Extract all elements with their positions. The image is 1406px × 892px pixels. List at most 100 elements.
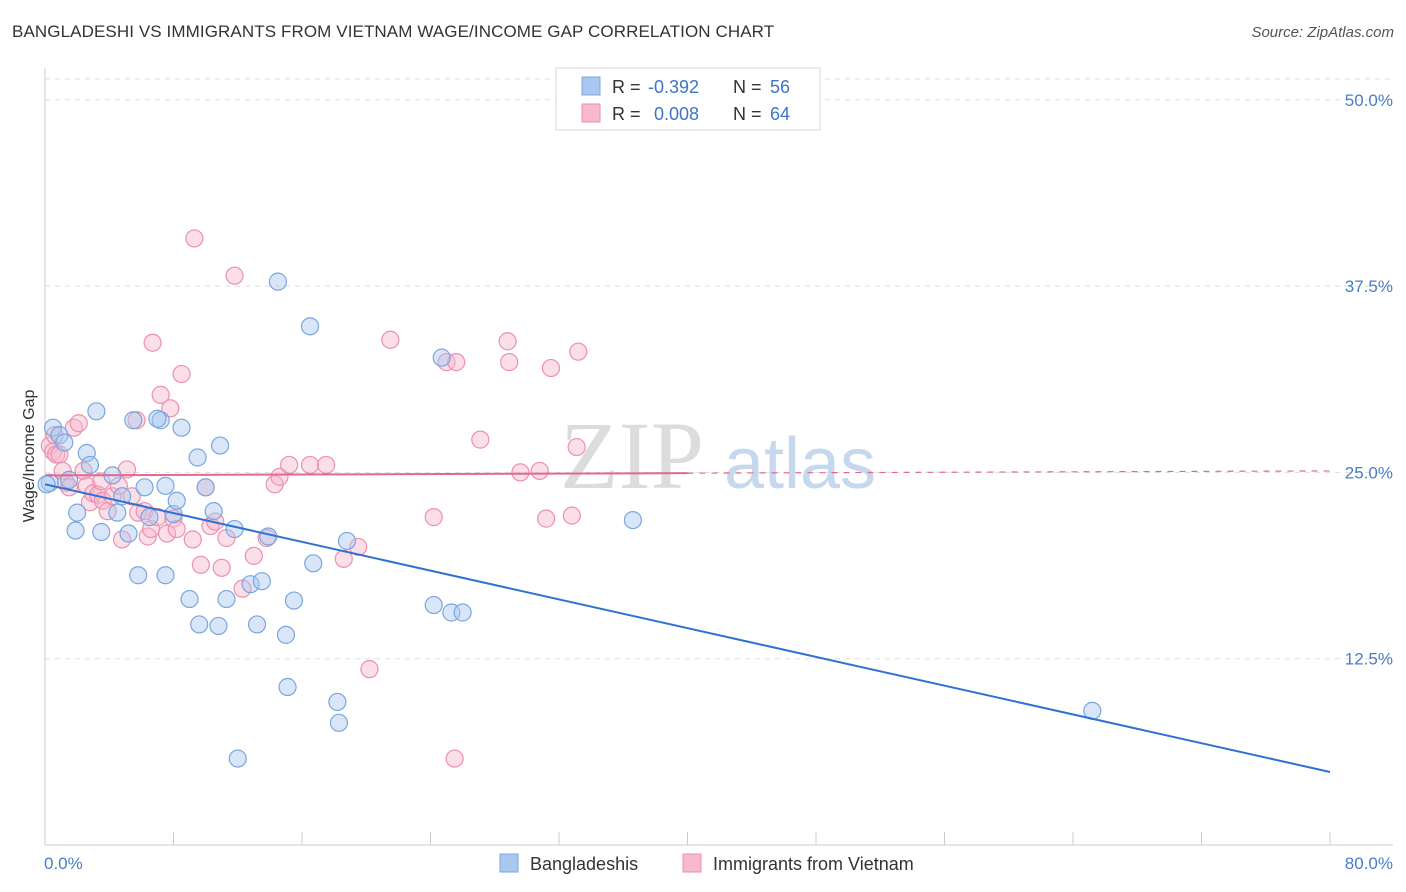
- bangladeshis-point: [129, 566, 148, 585]
- legend-swatch-blue: [581, 76, 601, 96]
- bangladeshis-point: [108, 503, 127, 522]
- vietnam-point: [151, 385, 170, 405]
- vietnam-point: [185, 229, 204, 248]
- series-legend: Bangladeshis Immigrants from Vietnam: [499, 853, 914, 874]
- bangladeshis-point: [167, 491, 186, 510]
- bangladeshis-point: [432, 348, 451, 367]
- y-tick-label: 25.0%: [1345, 463, 1393, 482]
- bangladeshis-point: [217, 589, 236, 609]
- axes: [44, 68, 1393, 846]
- bangladeshis-point: [276, 625, 296, 644]
- bangladeshis-point: [77, 443, 96, 463]
- y-axis-label: Wage/Income Gap: [21, 390, 38, 523]
- bangladeshis-point: [68, 503, 87, 522]
- bangladeshis-point: [453, 603, 472, 622]
- bangladeshis-point: [190, 615, 209, 634]
- bangladeshis-point: [623, 510, 642, 530]
- legend-n-value-2: 64: [770, 104, 790, 124]
- legend-r-label-1: R =: [612, 77, 641, 97]
- vietnam-point: [360, 660, 379, 679]
- grid-lines: [45, 78, 1393, 660]
- bangladeshis-point: [228, 749, 247, 768]
- vietnam-point: [244, 546, 263, 565]
- bangladeshis-point: [300, 317, 320, 336]
- bangladeshis-point: [87, 402, 106, 421]
- vietnam-point: [129, 503, 148, 522]
- source-note: Source: ZipAtlas.com: [1251, 24, 1394, 41]
- bangladeshis-point: [119, 524, 138, 543]
- legend-n-value-1: 56: [770, 77, 790, 97]
- bangladeshis-point: [209, 616, 228, 636]
- chart-title: BANGLADESHI VS IMMIGRANTS FROM VIETNAM W…: [12, 22, 775, 41]
- legend-r-value-1: -0.392: [648, 77, 699, 97]
- bangladeshis-point: [59, 470, 79, 489]
- y-tick-label: 50.0%: [1345, 91, 1393, 110]
- vietnam-point: [183, 530, 202, 549]
- vietnam-point: [45, 426, 64, 445]
- vietnam-point: [225, 266, 244, 285]
- bangladeshis-point: [196, 478, 215, 497]
- vietnam-point: [569, 342, 588, 361]
- vietnam-point: [143, 333, 162, 352]
- bangladeshis-point: [337, 531, 357, 551]
- vietnam-point: [447, 353, 466, 372]
- vietnam-point: [109, 476, 128, 495]
- bangladeshis-point: [66, 521, 85, 540]
- bangladeshis-point: [156, 566, 175, 585]
- bangladeshis-point: [148, 409, 167, 428]
- y-tick-label: 37.5%: [1345, 277, 1393, 296]
- bangladeshis-point: [328, 692, 347, 712]
- vietnam-point: [212, 558, 231, 577]
- bangladeshis-point: [156, 476, 175, 495]
- bangladeshis-trend-line: [44, 483, 1331, 773]
- bangladeshis-point: [92, 522, 111, 542]
- vietnam-point: [161, 399, 180, 418]
- legend-label-bangladeshis: Bangladeshis: [530, 854, 638, 874]
- vietnam-point: [191, 555, 210, 574]
- vietnam-point: [69, 414, 88, 433]
- bangladeshis-point: [55, 433, 74, 452]
- watermark-zip: ZIP: [560, 402, 704, 509]
- vietnam-point: [498, 332, 517, 351]
- vietnam-point: [381, 330, 400, 349]
- watermark-atlas: atlas: [724, 424, 876, 504]
- y-tick-labels: 12.5% 25.0% 37.5% 50.0%: [1345, 91, 1393, 669]
- bangladeshis-point: [43, 418, 63, 437]
- vietnam-point: [471, 430, 490, 449]
- vietnam-point: [92, 472, 111, 491]
- vietnam-point: [167, 519, 186, 539]
- vietnam-point: [280, 455, 299, 475]
- legend-swatch-bangladeshis: [499, 853, 519, 873]
- vietnam-point: [500, 353, 519, 372]
- bangladeshis-point: [241, 575, 260, 594]
- vietnam-point: [511, 463, 530, 482]
- series-bangladeshis-points: [37, 272, 1102, 768]
- x-tick-label: 0.0%: [44, 854, 83, 873]
- vietnam-point: [424, 508, 443, 527]
- vietnam-point: [530, 461, 549, 481]
- legend-label-vietnam: Immigrants from Vietnam: [713, 854, 914, 874]
- vietnam-point: [300, 455, 320, 475]
- legend-swatch-vietnam: [682, 853, 702, 873]
- vietnam-point: [567, 437, 586, 457]
- watermark: ZIP atlas: [560, 402, 876, 509]
- bangladeshis-point: [304, 554, 323, 573]
- legend-n-label-2: N =: [733, 104, 762, 124]
- vietnam-point: [445, 749, 464, 768]
- x-tick-labels: 0.0% 80.0%: [44, 854, 1393, 873]
- bangladeshis-point: [278, 677, 297, 697]
- bangladeshis-point: [247, 615, 267, 634]
- bangladeshis-point: [135, 478, 154, 497]
- bangladeshis-point: [424, 595, 443, 615]
- bangladeshis-point: [124, 411, 143, 430]
- vietnam-point: [270, 467, 289, 486]
- bangladeshis-point: [329, 713, 349, 732]
- bangladeshis-point: [284, 591, 304, 610]
- y-tick-label: 12.5%: [1345, 650, 1393, 669]
- vietnam-trend-line: [44, 472, 688, 477]
- bangladeshis-point: [180, 589, 199, 609]
- legend-r-value-2: 0.008: [654, 104, 699, 124]
- stats-legend: R = -0.392 N = 56 R = 0.008 N = 64: [555, 67, 821, 131]
- bangladeshis-point: [140, 508, 159, 527]
- legend-n-label-1: N =: [733, 77, 762, 97]
